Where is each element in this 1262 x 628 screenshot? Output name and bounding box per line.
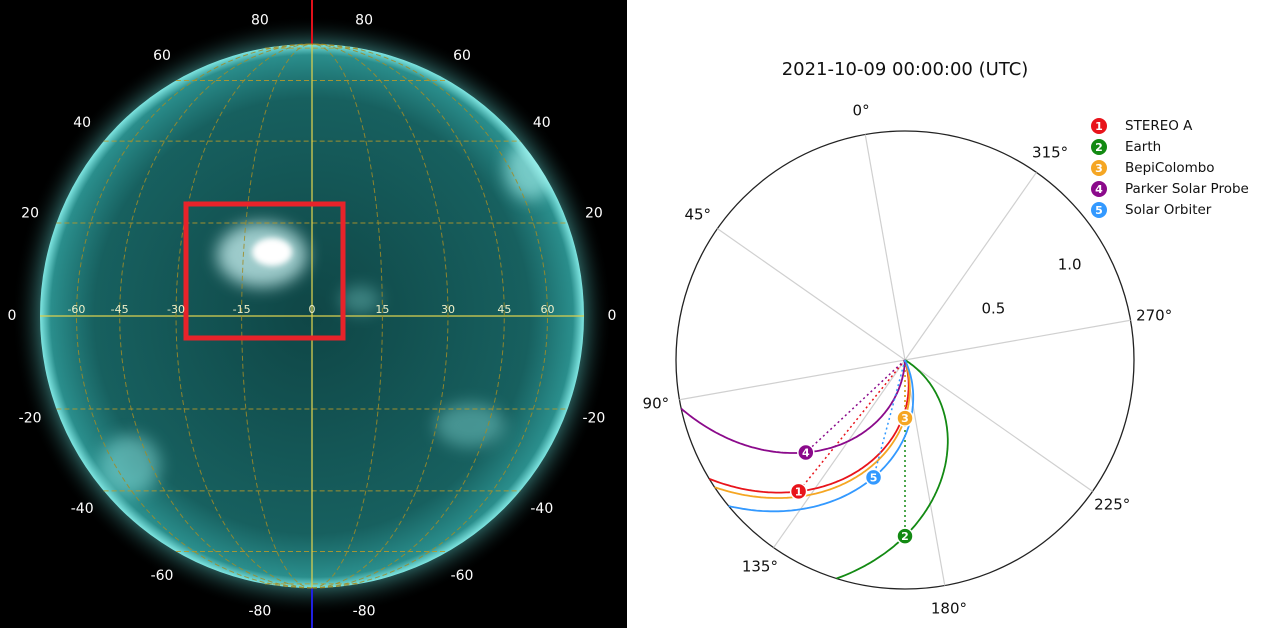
marker-number: 2 [901,530,909,543]
longitude-line [175,43,313,589]
polar-chart: 2021-10-09 00:00:00 (UTC) 0° 45° 90° 135° 18… [643,59,1249,618]
legend-marker [1091,202,1107,218]
radial-link [797,359,906,492]
outer-circle [675,130,1135,590]
longitude-line [311,43,383,589]
angle-tick-label: 315° [1032,143,1068,161]
legend-label: BepiColombo [1125,160,1215,176]
legend-marker [1091,139,1107,155]
longitude-label: -60 [67,303,85,316]
latitude-label: 40 [73,115,91,131]
spacecraft-marker [896,527,914,545]
legend-marker-number: 4 [1095,183,1103,196]
bright-regions [100,140,555,495]
angle-tick-label: 45° [684,205,711,223]
legend-label: Solar Orbiter [1125,202,1212,218]
latitude-label: -20 [19,411,42,427]
legend-marker [1091,181,1107,197]
chart-title: 2021-10-09 00:00:00 (UTC) [782,59,1029,80]
legend-marker [1091,160,1107,176]
angle-grid-line [904,172,1037,361]
marker-number: 5 [870,471,878,484]
legend-marker-number: 3 [1095,162,1103,175]
region-box [183,201,346,341]
angle-grid-line [904,319,1131,361]
angle-tick-label: 270° [1136,307,1172,325]
parker-spiral [728,359,915,513]
angle-tick-label: 135° [742,558,778,576]
latitude-label: -80 [353,603,376,619]
latitude-label: 80 [251,13,269,29]
latitude-label: 80 [355,13,373,29]
angle-tick-label: 0° [853,101,870,119]
legend-marker-number: 1 [1095,120,1103,133]
angle-grid-line [679,359,906,401]
longitude-label: 30 [441,303,455,316]
longitude-label: 15 [375,303,389,316]
angle-tick-label: 225° [1094,496,1130,514]
latitude-label: 60 [453,48,471,64]
radius-tick-label: 0.5 [981,299,1005,317]
angle-grid-line [717,228,906,361]
spacecraft-marker [797,443,815,462]
latitude-label: 20 [585,205,603,221]
latitude-label: 20 [21,205,39,221]
radius-tick-label: 1.0 [1058,255,1082,273]
longitude-line [311,43,449,589]
legend-marker [1091,118,1107,134]
longitude-label: 45 [497,303,511,316]
latitude-label: -60 [451,568,474,584]
parker-spiral [836,359,949,580]
longitude-line [75,43,313,589]
latitude-label: -80 [248,603,271,619]
longitude-line [311,43,549,589]
legend-label: Parker Solar Probe [1125,181,1249,197]
spacecraft-marker [864,468,883,487]
parker-spiral [714,359,911,499]
angle-grid-line [773,359,906,548]
longitude-label: -45 [111,303,129,316]
latitude-label: 0 [8,308,17,324]
longitude-label: 60 [541,303,555,316]
angle-grid-line [904,359,946,586]
marker-number: 3 [901,412,909,425]
latitude-label: -60 [151,568,174,584]
longitude-label: 0 [309,303,316,316]
longitude-label: -30 [167,303,185,316]
latitude-label: -20 [582,411,605,427]
longitude-label: -15 [233,303,251,316]
spacecraft-marker [896,409,914,427]
latitude-label: -40 [530,501,553,517]
legend-marker-number: 2 [1095,141,1103,154]
latitude-label: 60 [153,48,171,64]
parker-spiral [680,359,906,454]
angle-grid-line [864,134,906,361]
longitude-line [241,43,313,589]
latitude-label: 40 [533,115,551,131]
angle-tick-label: 180° [931,600,967,618]
marker-number: 1 [795,485,803,498]
legend-label: STEREO A [1125,118,1193,134]
angle-grid-line [904,359,1093,492]
legend-marker-number: 5 [1095,204,1103,217]
marker-number: 4 [802,447,810,460]
angle-tick-label: 90° [643,394,670,412]
legend-label: Earth [1125,139,1161,155]
solar-image: 80 80 60 60 40 40 20 20 0 0 -20 -20 -40 -40 -60 -60 -80 -… [0,0,627,628]
longitude-line [119,43,313,589]
latitude-label: -40 [71,501,94,517]
longitude-line [311,43,505,589]
spacecraft-marker [789,482,808,501]
radial-link [872,359,906,478]
parker-spiral [708,359,910,494]
latitude-label: 0 [608,308,617,324]
